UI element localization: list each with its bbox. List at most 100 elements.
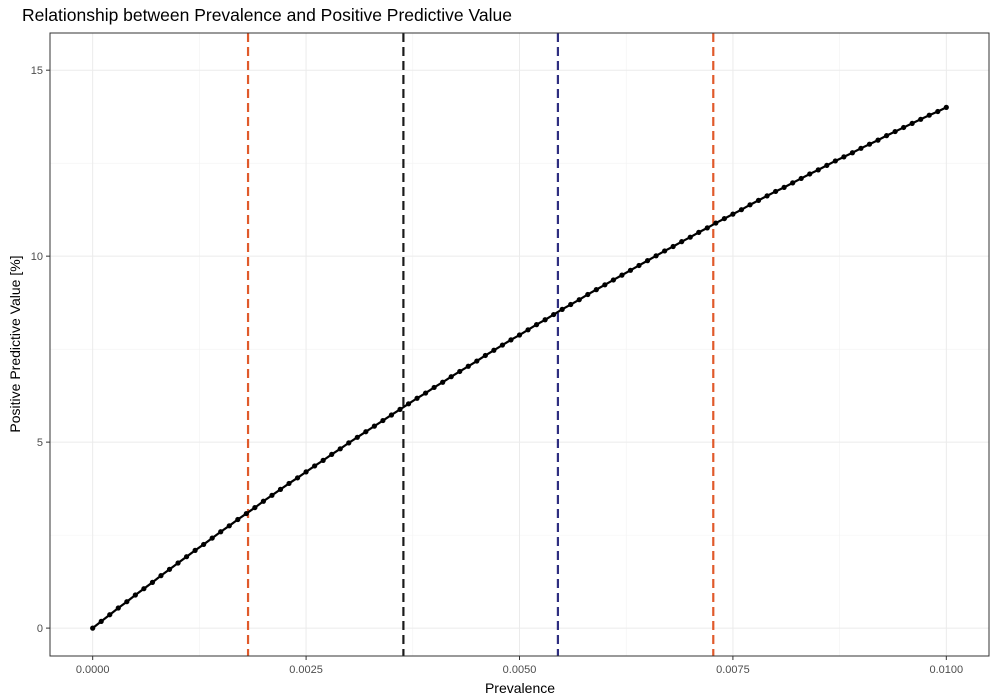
data-point bbox=[423, 390, 429, 396]
data-point bbox=[98, 618, 104, 625]
data-point bbox=[201, 541, 207, 548]
data-point bbox=[687, 234, 693, 240]
data-point bbox=[781, 184, 787, 190]
data-point bbox=[935, 108, 941, 115]
data-point bbox=[730, 211, 736, 217]
data-point bbox=[772, 188, 779, 195]
data-point bbox=[670, 243, 676, 250]
data-point bbox=[525, 327, 531, 333]
data-point bbox=[815, 167, 821, 173]
y-tick-label: 0 bbox=[37, 623, 43, 635]
data-point bbox=[644, 258, 651, 264]
data-point bbox=[277, 486, 284, 492]
data-point bbox=[542, 317, 548, 323]
data-point bbox=[457, 368, 463, 375]
x-tick-label: 0.0000 bbox=[76, 664, 110, 676]
reference-lines bbox=[246, 33, 715, 656]
data-point bbox=[909, 120, 915, 126]
data-point bbox=[602, 282, 608, 288]
data-point bbox=[824, 162, 830, 169]
data-point bbox=[286, 480, 292, 487]
data-point bbox=[320, 457, 326, 463]
data-point bbox=[679, 239, 685, 245]
data-point bbox=[354, 434, 360, 440]
data-point bbox=[218, 529, 224, 535]
data-point bbox=[653, 253, 659, 259]
data-point bbox=[243, 510, 249, 517]
data-point bbox=[619, 272, 625, 278]
data-point bbox=[192, 547, 198, 553]
data-point bbox=[858, 145, 864, 151]
series-layer bbox=[90, 104, 949, 631]
data-point bbox=[115, 605, 121, 611]
data-point bbox=[482, 352, 488, 359]
data-point bbox=[269, 492, 275, 498]
data-point bbox=[474, 358, 480, 364]
data-point bbox=[918, 116, 924, 122]
data-point bbox=[158, 573, 164, 579]
data-point bbox=[849, 150, 856, 156]
data-point bbox=[260, 498, 267, 504]
x-axis-title: Prevalence bbox=[485, 680, 555, 696]
data-point bbox=[183, 554, 190, 560]
data-point bbox=[568, 301, 574, 308]
y-tick-label: 10 bbox=[31, 251, 43, 263]
data-point bbox=[866, 141, 873, 147]
data-point bbox=[149, 579, 156, 585]
data-point bbox=[397, 406, 403, 413]
y-axis-ticks: 0 5 10 15 bbox=[31, 65, 50, 635]
y-tick-label: 5 bbox=[37, 437, 43, 449]
data-point bbox=[704, 225, 710, 231]
data-point bbox=[491, 347, 497, 353]
data-point bbox=[551, 311, 557, 318]
x-tick-label: 0.0075 bbox=[716, 664, 750, 676]
data-point bbox=[303, 469, 309, 475]
data-point bbox=[90, 625, 96, 631]
data-point bbox=[388, 412, 395, 418]
data-point bbox=[363, 429, 369, 435]
data-point bbox=[209, 535, 215, 541]
data-point bbox=[807, 171, 813, 177]
data-point bbox=[892, 128, 898, 135]
chart-title: Relationship between Prevalence and Posi… bbox=[22, 5, 512, 25]
data-point bbox=[431, 384, 437, 391]
data-point bbox=[499, 342, 506, 348]
data-point bbox=[798, 175, 804, 182]
data-point bbox=[747, 202, 753, 208]
data-point bbox=[235, 516, 241, 523]
data-point bbox=[516, 332, 523, 338]
data-point bbox=[175, 560, 181, 566]
data-point bbox=[721, 215, 727, 222]
data-point bbox=[465, 363, 471, 369]
data-point bbox=[627, 267, 634, 273]
data-point bbox=[371, 423, 377, 429]
data-point bbox=[124, 599, 130, 605]
data-point bbox=[252, 504, 258, 511]
data-point bbox=[636, 262, 642, 269]
x-axis-ticks: 0.0000 0.0025 0.0050 0.0075 0.0100 bbox=[76, 656, 963, 676]
data-point bbox=[713, 220, 719, 226]
data-point bbox=[662, 248, 668, 254]
data-point bbox=[508, 337, 514, 343]
data-point bbox=[226, 523, 232, 529]
data-point bbox=[696, 229, 702, 235]
data-point bbox=[312, 463, 318, 469]
data-point bbox=[329, 451, 335, 458]
data-point bbox=[764, 193, 770, 199]
data-point bbox=[380, 417, 386, 424]
data-point bbox=[141, 586, 147, 592]
data-point bbox=[943, 104, 949, 110]
x-tick-label: 0.0025 bbox=[289, 664, 323, 676]
data-point bbox=[841, 154, 847, 160]
data-point bbox=[132, 592, 138, 598]
data-point bbox=[576, 297, 582, 303]
data-point bbox=[440, 379, 446, 385]
data-point bbox=[883, 133, 890, 139]
data-point bbox=[107, 612, 113, 618]
y-axis-title: Positive Predictive Value [%] bbox=[7, 255, 23, 432]
data-point bbox=[448, 374, 454, 380]
data-point bbox=[755, 197, 762, 203]
data-point bbox=[405, 401, 412, 407]
data-point bbox=[832, 158, 838, 164]
